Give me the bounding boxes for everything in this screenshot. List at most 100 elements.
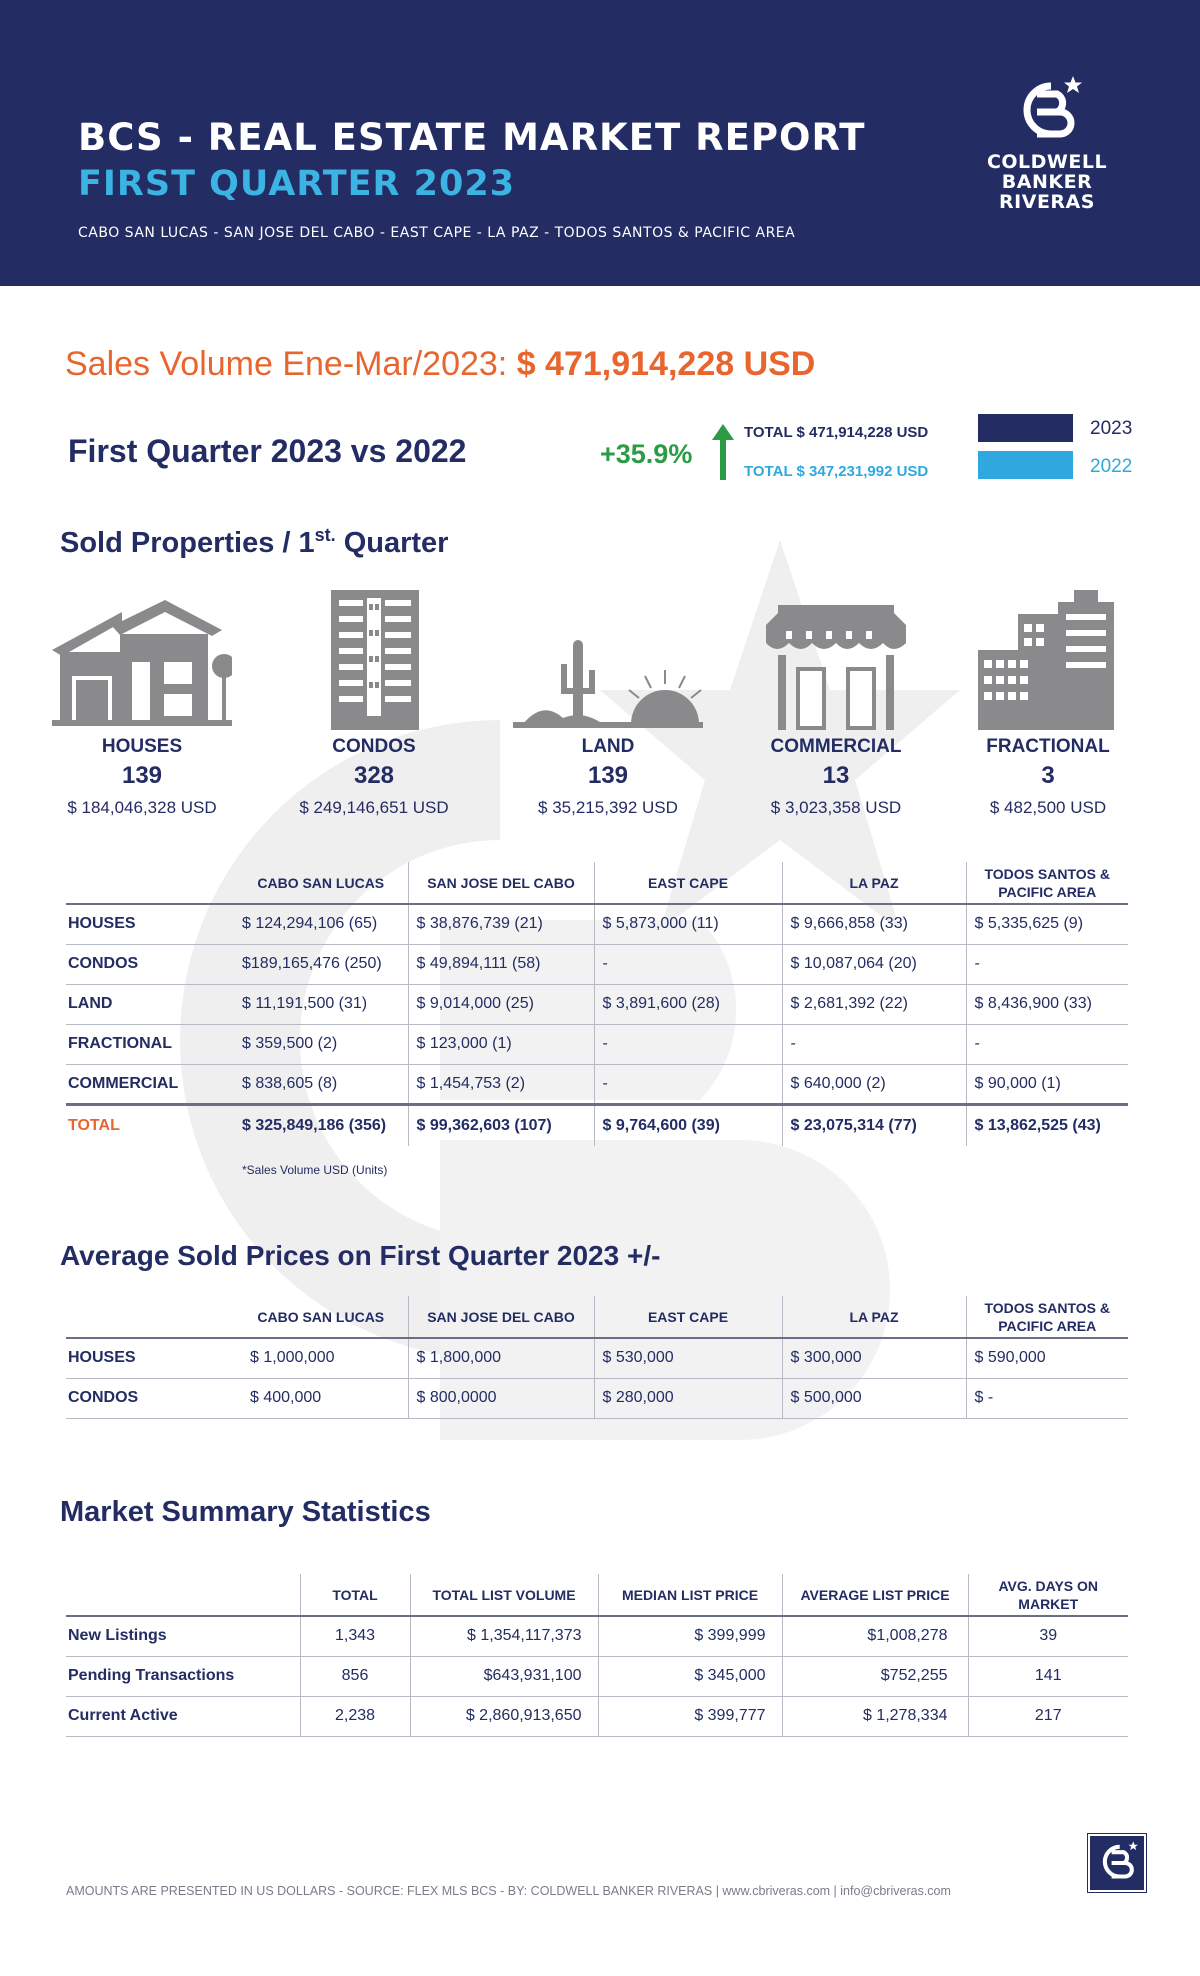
table-cell: 39 [967,1616,1128,1657]
table-cell: $ 9,764,600 (39) [593,1102,782,1146]
table-note: *Sales Volume USD (Units) [242,1163,388,1177]
row-label: CONDOS [66,1378,234,1419]
table-cell: $ 10,087,064 (20) [781,944,966,985]
table-row: COMMERCIAL $ 838,605 (8) $ 1,454,753 (2)… [66,1064,1128,1105]
row-label: TOTAL [66,1102,234,1146]
table-cell: $ 11,191,500 (31) [234,984,408,1025]
logo-text-riveras: RIVERAS [999,191,1095,213]
table-cell: $ 23,075,314 (77) [781,1102,966,1146]
table-cell: $ 399,999 [597,1616,782,1657]
property-type-name: COMMERCIAL [770,736,902,757]
footer-text: AMOUNTS ARE PRESENTED IN US DOLLARS - SO… [66,1884,951,1898]
column-header: TODOS SANTOS & PACIFIC AREA [965,1296,1128,1339]
table-row: FRACTIONAL $ 359,500 (2) $ 123,000 (1) -… [66,1024,1128,1065]
cb-monogram-icon [1023,76,1082,138]
table-cell: $ 49,894,111 (58) [407,944,594,985]
table-cell: $ 2,681,392 (22) [781,984,966,1025]
property-type-count: 139 [121,762,163,789]
office-buildings-icon [978,590,1114,730]
table-row: Pending Transactions 856 $643,931,100 $ … [66,1656,1128,1697]
property-card-land: LAND 139 $ 35,215,392 USD [508,590,708,818]
property-type-volume: $ 482,500 USD [989,798,1107,817]
sold-properties-title-main: Sold Properties / 1 [60,527,315,559]
column-header: AVG. DAYS ON MARKET [967,1574,1128,1617]
property-type-count: 328 [353,762,395,789]
table-cell: $ 38,876,739 (21) [407,904,594,945]
table-cell: $ 300,000 [781,1338,966,1379]
sales-volume-value: $ 471,914,228 USD [516,345,816,383]
table-cell: 141 [967,1656,1128,1697]
table-row: LAND $ 11,191,500 (31) $ 9,014,000 (25) … [66,984,1128,1025]
column-header: LA PAZ [781,862,966,905]
arrow-up-icon [712,424,734,480]
report-areas: CABO SAN LUCAS - SAN JOSE DEL CABO - EAS… [78,225,796,241]
table-cell: $ 399,777 [597,1696,782,1737]
property-type-name: FRACTIONAL [986,736,1110,757]
column-header-blank [66,1296,234,1339]
sales-by-area-table: CABO SAN LUCAS SAN JOSE DEL CABO EAST CA… [66,862,1128,1146]
table-header-row: TOTAL TOTAL LIST VOLUME MEDIAN LIST PRIC… [66,1574,1128,1617]
column-header: TOTAL [299,1574,410,1617]
column-header: CABO SAN LUCAS [234,1296,408,1339]
report-header: BCS - REAL ESTATE MARKET REPORT FIRST QU… [0,0,1200,286]
column-header: TOTAL LIST VOLUME [409,1574,598,1617]
row-label: COMMERCIAL [66,1064,234,1105]
property-type-volume: $ 35,215,392 USD [538,798,678,817]
sold-properties-title-sup: st. [314,525,336,545]
total-2022: TOTAL $ 347,231,992 USD [744,463,929,480]
table-cell: $ 1,000,000 [234,1338,408,1379]
legend-label-2023: 2023 [1090,418,1133,439]
report-subtitle: FIRST QUARTER 2023 [78,164,516,204]
table-cell: $ - [965,1378,1128,1419]
property-type-name: LAND [581,736,635,757]
table-cell: $ 5,873,000 (11) [593,904,782,945]
property-type-volume: $ 184,046,328 USD [67,798,217,817]
sales-volume-label: Sales Volume Ene-Mar/2023: [65,345,508,383]
comparison-title: First Quarter 2023 vs 2022 [68,433,467,469]
table-cell: 856 [299,1656,410,1697]
legend-swatch-2022 [978,451,1073,479]
column-header-blank [66,862,234,905]
house-icon [52,600,232,726]
table-cell: $ 1,278,334 [781,1696,968,1737]
market-summary-table: TOTAL TOTAL LIST VOLUME MEDIAN LIST PRIC… [66,1574,1128,1737]
table-row: HOUSES $ 1,000,000 $ 1,800,000 $ 530,000… [66,1338,1128,1379]
table-cell: 1,343 [299,1616,410,1657]
column-header-blank [66,1574,300,1617]
row-label: LAND [66,984,234,1025]
column-header: CABO SAN LUCAS [234,862,408,905]
legend-label-2022: 2022 [1090,456,1133,477]
land-cactus-icon [513,640,703,728]
row-label: CONDOS [66,944,234,985]
row-label: HOUSES [66,1338,234,1379]
property-type-count: 13 [822,762,850,789]
logo-text-banker: BANKER [1001,171,1093,193]
column-header: SAN JOSE DEL CABO [407,1296,594,1339]
column-header: SAN JOSE DEL CABO [407,862,594,905]
column-header: TODOS SANTOS & PACIFIC AREA [965,862,1128,905]
row-label: New Listings [66,1616,300,1657]
report-title: BCS - REAL ESTATE MARKET REPORT [78,116,866,159]
sold-properties-title: Sold Properties / 1st. Quarter [60,525,448,560]
column-header: AVERAGE LIST PRICE [781,1574,968,1617]
table-cell: $ 124,294,106 (65) [234,904,408,945]
table-cell: $ 99,362,603 (107) [407,1102,594,1146]
table-cell: $ 400,000 [234,1378,408,1419]
table-cell: - [593,1064,782,1105]
row-label: Current Active [66,1696,300,1737]
property-type-name: CONDOS [332,736,416,757]
table-cell: $ 3,891,600 (28) [593,984,782,1025]
table-cell: $752,255 [781,1656,968,1697]
column-header: LA PAZ [781,1296,966,1339]
property-type-volume: $ 249,146,651 USD [299,798,449,817]
table-row: Current Active 2,238 $ 2,860,913,650 $ 3… [66,1696,1128,1737]
property-card-commercial: COMMERCIAL 13 $ 3,023,358 USD [736,590,936,818]
cb-footer-logo-icon [1087,1833,1147,1893]
table-cell: $ 13,862,525 (43) [965,1102,1128,1146]
property-card-fractional: FRACTIONAL 3 $ 482,500 USD [948,590,1148,818]
sold-properties-title-end: Quarter [335,527,449,559]
table-cell: $ 9,666,858 (33) [781,904,966,945]
table-cell: $ 325,849,186 (356) [234,1102,408,1146]
row-label: HOUSES [66,904,234,945]
property-card-condos: CONDOS 328 $ 249,146,651 USD [274,590,474,818]
